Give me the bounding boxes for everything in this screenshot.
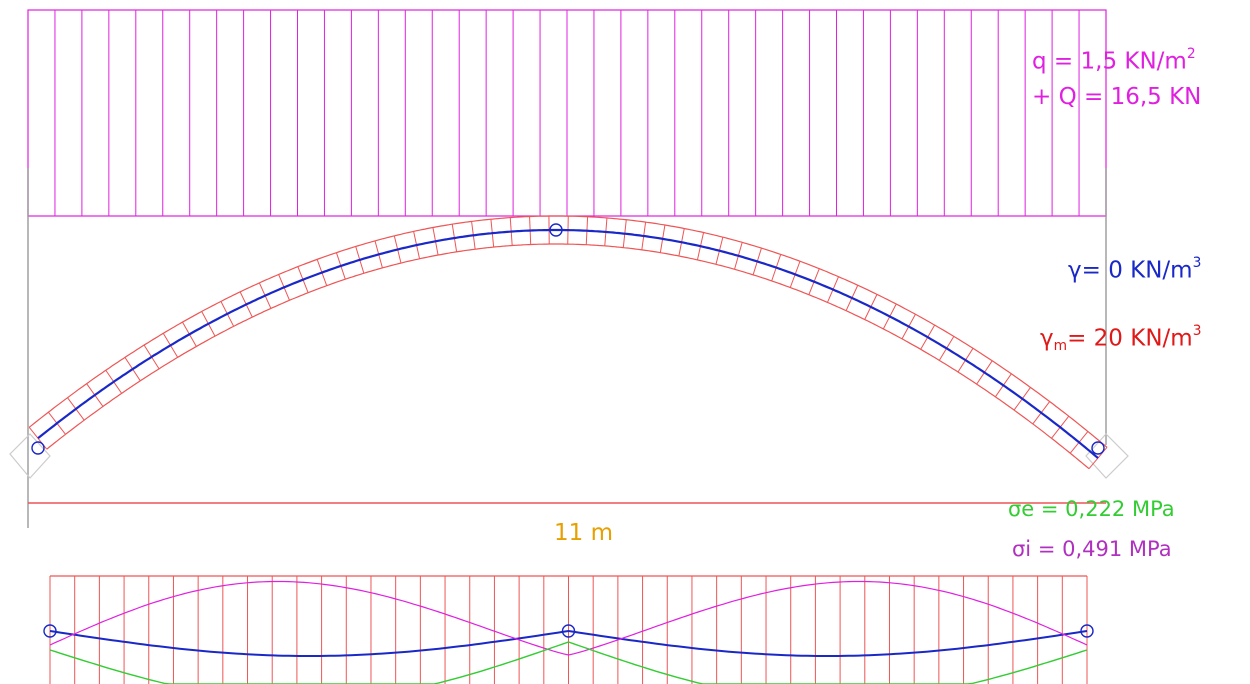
gamma-m-text: = 20 KN/m [1067, 325, 1193, 352]
q-load-label: q = 1,5 KN/m2 [1032, 46, 1196, 74]
thrust-line [31, 223, 1105, 459]
q-load-exponent: 2 [1186, 46, 1196, 62]
sigma-e-label: σe = 0,222 MPa [1008, 497, 1175, 521]
gamma-m-exponent: 3 [1192, 323, 1202, 339]
stress-eccentricity-line [49, 629, 1088, 657]
arch-extrados [28, 215, 1108, 448]
Q-load-label: + Q = 16,5 KN [1032, 84, 1202, 110]
arch-voussoirs [28, 215, 1108, 470]
q-load-text: q = 1,5 KN/m [1032, 48, 1187, 75]
arch-intrados [46, 243, 1090, 470]
hinge-left [31, 441, 45, 455]
stress-diagram [43, 575, 1094, 684]
distributed-load-block [27, 9, 1107, 217]
left-springer-block [9, 433, 51, 479]
stress-sigma-e-line [49, 641, 1088, 684]
gamma-m-symbol: γ [1040, 325, 1054, 352]
gamma-exponent: 3 [1192, 255, 1202, 271]
stress-hinge-crown [561, 624, 576, 638]
hinge-crown [549, 223, 563, 237]
sigma-i-label: σi = 0,491 MPa [1012, 537, 1172, 561]
thrust-line-path [37, 228, 1099, 459]
gamma-m-subscript: m [1053, 338, 1068, 355]
support-walls [9, 168, 1129, 528]
stress-hinge-right [1080, 624, 1094, 638]
span-label: 11 m [554, 520, 613, 546]
stress-hinge-left [43, 624, 57, 638]
gamma-label: γ= 0 KN/m3 [1068, 255, 1201, 283]
right-springer-block [1085, 433, 1129, 479]
stress-sigma-i-line [49, 580, 1088, 656]
hinge-right [1091, 441, 1105, 455]
gamma-text: γ= 0 KN/m [1068, 257, 1193, 284]
gamma-m-label: γm= 20 KN/m3 [1040, 323, 1201, 354]
